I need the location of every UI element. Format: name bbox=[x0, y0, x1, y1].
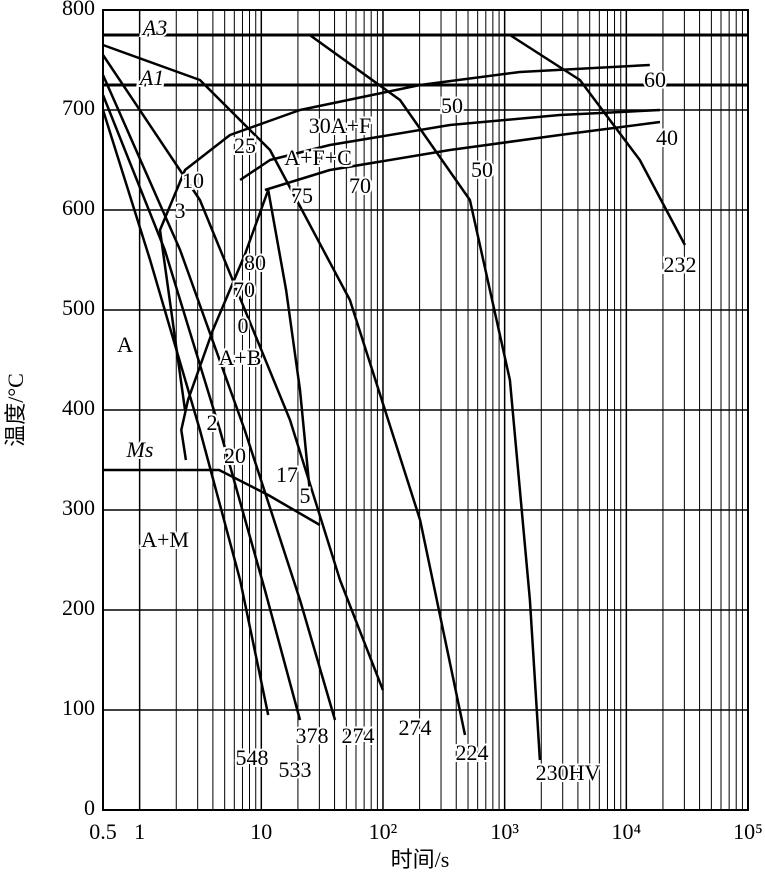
annotation: 274 bbox=[399, 715, 432, 740]
annotation: 70 bbox=[349, 173, 371, 198]
y-tick-label: 100 bbox=[62, 695, 95, 720]
annotation: 2 bbox=[207, 410, 218, 435]
x-tick-label: 10² bbox=[369, 819, 398, 844]
annotation: 60 bbox=[644, 67, 666, 92]
x-tick-label: 10³ bbox=[490, 819, 519, 844]
annotation: 230HV bbox=[536, 760, 601, 785]
annotation: 20 bbox=[224, 443, 246, 468]
x-tick-label: 10⁵ bbox=[733, 819, 763, 844]
curve bbox=[102, 43, 467, 736]
annotation: A bbox=[117, 332, 133, 357]
annotation: 378 bbox=[296, 723, 329, 748]
x-tick-label: 10 bbox=[250, 819, 272, 844]
curve bbox=[101, 54, 385, 691]
annotation: 274 bbox=[342, 723, 375, 748]
curve bbox=[266, 189, 311, 491]
annotation: A+F+C bbox=[284, 145, 352, 170]
y-tick-label: 400 bbox=[62, 395, 95, 420]
y-tick-label: 700 bbox=[62, 95, 95, 120]
x-tick-label: 0.5 bbox=[89, 819, 117, 844]
annotation: A+B bbox=[219, 345, 262, 370]
y-tick-label: 0 bbox=[84, 795, 95, 820]
annotation: 80 bbox=[244, 250, 266, 275]
annotation: A1 bbox=[138, 65, 164, 90]
annotation: 10 bbox=[182, 168, 204, 193]
curve bbox=[101, 74, 337, 721]
annotation: 30A+F bbox=[309, 113, 372, 138]
annotation: 232 bbox=[664, 252, 697, 277]
curve bbox=[101, 94, 302, 721]
annotation: 25 bbox=[234, 133, 256, 158]
annotation: A3 bbox=[141, 15, 167, 40]
y-axis-label: 温度/°C bbox=[3, 373, 28, 447]
annotation: 533 bbox=[279, 757, 312, 782]
annotation: 5 bbox=[300, 483, 311, 508]
curve bbox=[509, 33, 687, 246]
curve bbox=[103, 468, 321, 527]
x-tick-label: 10⁴ bbox=[611, 819, 641, 844]
curve bbox=[308, 33, 542, 761]
annotation: A+M bbox=[141, 527, 189, 552]
y-tick-label: 200 bbox=[62, 595, 95, 620]
annotation: 70 bbox=[233, 277, 255, 302]
annotation: 3 bbox=[175, 198, 186, 223]
plot-frame bbox=[102, 9, 749, 811]
y-tick-label: 600 bbox=[62, 195, 95, 220]
curve bbox=[101, 109, 270, 716]
annotation: 0 bbox=[238, 313, 249, 338]
x-axis-label: 时间/s bbox=[391, 847, 450, 872]
y-tick-label: 500 bbox=[62, 295, 95, 320]
annotation: Ms bbox=[126, 437, 154, 462]
annotation: 40 bbox=[656, 125, 678, 150]
annotation: 50 bbox=[471, 157, 493, 182]
curve bbox=[180, 189, 270, 461]
y-tick-label: 800 bbox=[62, 0, 95, 20]
annotation: 224 bbox=[456, 740, 489, 765]
annotation: 75 bbox=[291, 183, 313, 208]
y-tick-label: 300 bbox=[62, 495, 95, 520]
annotation: 17 bbox=[276, 462, 298, 487]
annotation: 548 bbox=[236, 745, 269, 770]
curve bbox=[239, 108, 661, 182]
annotation: 50 bbox=[441, 93, 463, 118]
x-tick-label: 1 bbox=[134, 819, 145, 844]
curve bbox=[264, 120, 661, 192]
curve bbox=[158, 63, 650, 411]
